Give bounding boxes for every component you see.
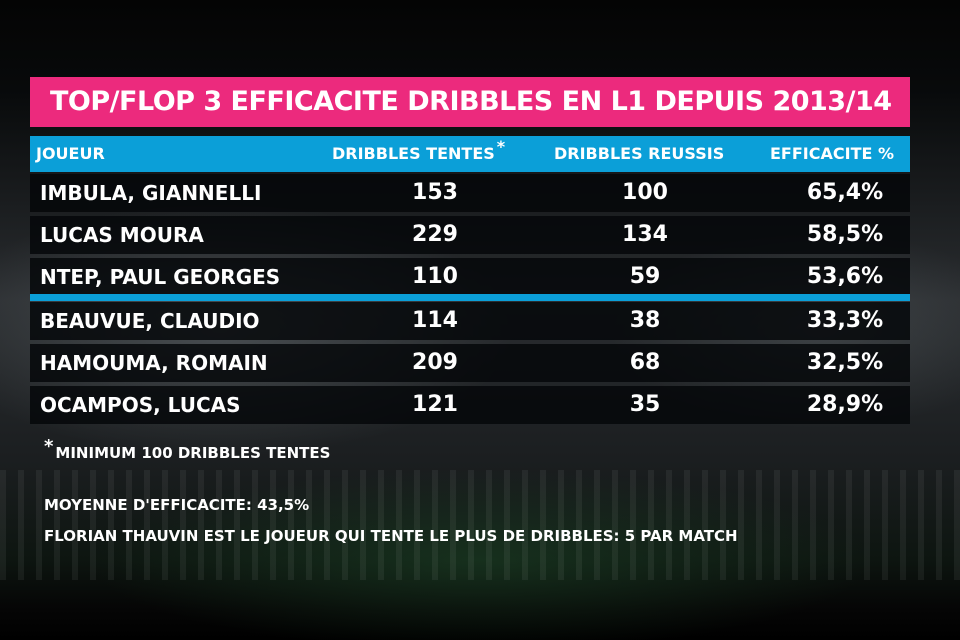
table-row: OCAMPOS, LUCAS 121 35 28,9%: [30, 386, 910, 424]
stadium-background: [0, 470, 960, 580]
player-name: NTEP, PAUL GEORGES: [40, 265, 281, 289]
table-row: BEAUVUE, CLAUDIO 114 38 33,3%: [30, 302, 910, 340]
dribbles-attempted: 121: [412, 392, 458, 417]
dribbles-attempted: 110: [412, 264, 458, 289]
dribbles-successful: 68: [629, 350, 661, 375]
header-attempted: DRIBBLES TENTES *: [332, 136, 505, 172]
efficiency-percent: 32,5%: [806, 350, 884, 375]
footnote-marker: *: [496, 137, 506, 156]
header-attempted-label: DRIBBLES TENTES: [332, 144, 495, 163]
player-name: BEAUVUE, CLAUDIO: [40, 309, 260, 333]
efficiency-percent: 65,4%: [806, 180, 884, 205]
dribbles-successful: 35: [629, 392, 661, 417]
player-name: IMBULA, GIANNELLI: [40, 181, 262, 205]
efficiency-percent: 33,3%: [806, 308, 884, 333]
table-row: IMBULA, GIANNELLI 153 100 65,4%: [30, 174, 910, 212]
efficiency-percent: 28,9%: [806, 392, 884, 417]
dribbles-attempted: 209: [412, 350, 458, 375]
table-row: LUCAS MOURA 229 134 58,5%: [30, 216, 910, 254]
player-name: HAMOUMA, ROMAIN: [40, 351, 268, 375]
efficiency-percent: 53,6%: [806, 264, 884, 289]
efficiency-percent: 58,5%: [806, 222, 884, 247]
header-player: JOUEUR: [36, 144, 105, 163]
dribbles-attempted: 229: [412, 222, 458, 247]
player-name: LUCAS MOURA: [40, 223, 204, 247]
player-name: OCAMPOS, LUCAS: [40, 393, 241, 417]
footnote-text: MINIMUM 100 DRIBBLES TENTES: [55, 444, 331, 462]
title-bar: TOP/FLOP 3 EFFICACITE DRIBBLES EN L1 DEP…: [30, 77, 910, 127]
dribbles-successful: 100: [622, 180, 668, 205]
dribbles-successful: 38: [629, 308, 661, 333]
average-efficiency-note: MOYENNE D'EFFICACITE: 43,5%: [44, 496, 310, 514]
top-flop-divider: [30, 294, 910, 301]
table-row: NTEP, PAUL GEORGES 110 59 53,6%: [30, 258, 910, 296]
dribbles-attempted: 114: [412, 308, 458, 333]
dribbles-successful: 59: [629, 264, 661, 289]
footnote-marker: *: [44, 436, 54, 457]
table-row: HAMOUMA, ROMAIN 209 68 32,5%: [30, 344, 910, 382]
footnote: * MINIMUM 100 DRIBBLES TENTES: [44, 436, 331, 463]
header-efficiency: EFFICACITE %: [770, 144, 895, 163]
table-header: JOUEUR DRIBBLES TENTES * DRIBBLES REUSSIS…: [30, 136, 910, 172]
header-successful: DRIBBLES REUSSIS: [554, 144, 725, 163]
thauvin-note: FLORIAN THAUVIN EST LE JOUEUR QUI TENTE …: [44, 527, 738, 545]
graphic-title: TOP/FLOP 3 EFFICACITE DRIBBLES EN L1 DEP…: [50, 86, 892, 117]
dribbles-attempted: 153: [412, 180, 458, 205]
dribbles-successful: 134: [622, 222, 668, 247]
